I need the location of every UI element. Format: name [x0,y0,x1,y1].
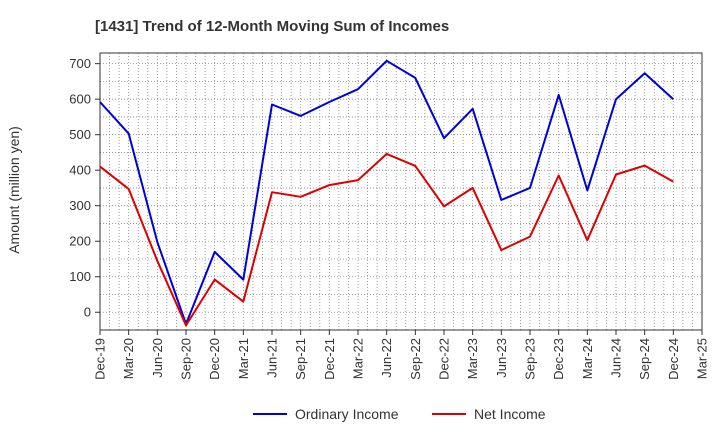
x-tick-label: Sep-23 [523,338,538,380]
grid [100,53,702,330]
y-tick-label: 200 [69,234,91,249]
x-tick-label: Dec-22 [437,338,452,380]
x-tick-label: Mar-25 [695,338,710,379]
series-line-net-income [99,152,674,327]
data-point-net-income [357,179,359,181]
data-point-ordinary-income [443,137,445,139]
series-lines [99,59,674,327]
data-point-net-income [529,236,531,238]
data-point-ordinary-income [214,251,216,253]
data-point-ordinary-income [615,98,617,100]
series-line-ordinary-income [99,59,674,325]
data-point-net-income [414,165,416,167]
data-point-ordinary-income [558,94,560,96]
x-tick-label: Mar-21 [236,338,251,379]
data-point-ordinary-income [472,108,474,110]
y-tick-label: 0 [84,305,91,320]
data-point-net-income [558,175,560,177]
data-point-net-income [328,184,330,186]
x-tick-label: Jun-23 [494,338,509,378]
data-point-ordinary-income [357,88,359,90]
data-point-net-income [156,260,158,262]
x-tick-label: Mar-22 [351,338,366,379]
data-point-net-income [443,205,445,207]
data-point-net-income [672,181,674,183]
x-axis-ticks: Dec-19 Mar-20 Jun-20 Sep-20 Dec-20 Mar-21 Jun-… [93,330,710,380]
x-tick-label: Dec-20 [207,338,222,380]
data-point-ordinary-income [271,103,273,105]
x-tick-label: Jun-22 [379,338,394,378]
y-tick-label: 700 [69,56,91,71]
data-point-ordinary-income [500,199,502,201]
data-point-net-income [586,239,588,241]
data-point-net-income [271,191,273,193]
data-point-ordinary-income [529,187,531,189]
y-axis-label: Amount (million yen) [6,126,22,254]
data-point-net-income [99,166,101,168]
data-point-ordinary-income [156,241,158,243]
x-tick-label: Jun-21 [265,338,280,378]
data-point-net-income [214,279,216,281]
data-point-net-income [500,249,502,251]
y-tick-label: 600 [69,92,91,107]
x-tick-label: Sep-22 [408,338,423,380]
x-tick-label: Dec-21 [322,338,337,380]
x-tick-label: Mar-23 [465,338,480,379]
data-point-ordinary-income [414,77,416,79]
chart-title: [1431] Trend of 12-Month Moving Sum of I… [95,18,449,35]
x-tick-label: Dec-23 [551,338,566,380]
data-point-ordinary-income [99,101,101,103]
legend-label-net-income: Net Income [474,406,546,422]
x-tick-label: Dec-19 [93,338,108,380]
data-point-ordinary-income [672,98,674,100]
data-point-ordinary-income [300,115,302,117]
data-point-net-income [300,196,302,198]
x-tick-label: Sep-20 [179,338,194,380]
legend-label-ordinary-income: Ordinary Income [295,406,399,422]
data-point-net-income [128,188,130,190]
data-point-net-income [242,301,244,303]
y-tick-label: 400 [69,163,91,178]
data-point-net-income [615,173,617,175]
data-point-ordinary-income [242,279,244,281]
x-tick-label: Sep-21 [293,338,308,380]
data-point-net-income [472,187,474,189]
data-point-ordinary-income [328,101,330,103]
data-point-net-income [185,324,187,326]
data-point-ordinary-income [586,189,588,191]
x-tick-label: Mar-24 [580,338,595,379]
x-tick-label: Jun-24 [609,338,624,378]
y-axis-ticks: 0 100 200 300 400 500 600 700 [69,56,100,320]
data-point-net-income [644,165,646,167]
plot-frame [99,52,703,331]
data-point-net-income [386,153,388,155]
y-tick-label: 100 [69,269,91,284]
data-point-ordinary-income [128,133,130,135]
data-point-ordinary-income [644,72,646,74]
x-tick-label: Sep-24 [637,338,652,380]
legend: Ordinary Income Net Income [253,406,546,422]
data-point-ordinary-income [386,60,388,62]
x-tick-label: Jun-20 [150,338,165,378]
x-tick-label: Dec-24 [666,338,681,380]
x-tick-label: Mar-20 [121,338,136,379]
y-tick-label: 300 [69,198,91,213]
y-tick-label: 500 [69,127,91,142]
